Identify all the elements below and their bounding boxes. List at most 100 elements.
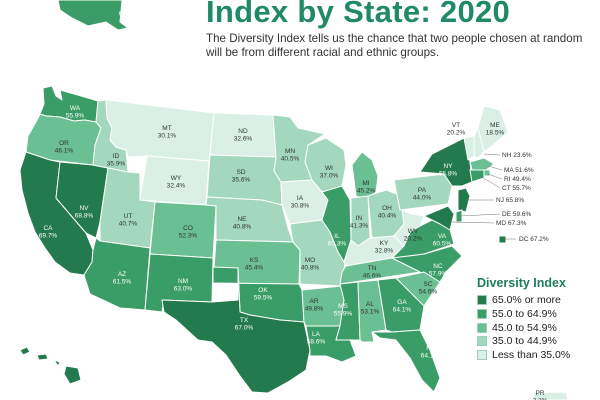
state-abbr: OK xyxy=(258,287,268,294)
state-value: 45.2% xyxy=(357,188,376,195)
state-abbr: UT xyxy=(124,213,133,220)
state-value: 45.4% xyxy=(245,265,264,272)
state-abbr: FL xyxy=(426,345,434,352)
state-abbr: IN xyxy=(356,215,363,222)
leader-line xyxy=(487,173,503,180)
legend-rows: 65.0% or more 55.0 to 64.9% 45.0 to 54.9% 3… xyxy=(477,294,592,361)
state-abbr: IL xyxy=(334,233,340,240)
state-value: 55.9% xyxy=(66,113,85,120)
state-abbr: MI xyxy=(362,180,369,187)
state-abbr: NM xyxy=(178,278,188,285)
state-abbr: AZ xyxy=(118,271,126,278)
legend-label: 45.0 to 54.9% xyxy=(492,321,557,334)
state-abbr: MT xyxy=(162,125,171,132)
state-ct xyxy=(469,169,485,183)
state-value: 40.8% xyxy=(301,265,320,272)
state-abbr: OR xyxy=(59,140,69,147)
state-value: 46.6% xyxy=(363,273,382,280)
state-shapes xyxy=(19,0,569,400)
state-abbr: WI xyxy=(325,165,333,172)
legend-item: Less than 35.0% xyxy=(477,349,592,362)
state-value: 64.1% xyxy=(393,307,412,314)
state-abbr: MN xyxy=(285,148,295,155)
state-abbr: LA xyxy=(312,331,321,338)
state-ma xyxy=(469,157,495,171)
state-value: 30.8% xyxy=(291,203,310,210)
state-value: 59.6% xyxy=(513,211,532,218)
state-value: 69.7% xyxy=(39,233,58,240)
state-value: 40.8% xyxy=(233,224,252,231)
state-abbr: NE xyxy=(237,216,247,223)
state-nh xyxy=(473,127,485,159)
state-abbr: WV xyxy=(408,228,419,235)
state-pr xyxy=(533,391,569,400)
state-abbr: OH xyxy=(382,205,392,212)
legend-label: 65.0% or more xyxy=(492,294,561,307)
page-title: Index by State: 2020 xyxy=(206,0,511,29)
state-label-de: DE 59.6% xyxy=(502,211,531,218)
leader-line xyxy=(451,221,495,224)
page-subtitle: The Diversity Index tells us the chance … xyxy=(206,32,583,59)
state-abbr: VA xyxy=(438,233,447,240)
state-value: 40.4% xyxy=(378,213,397,220)
state-value: 18.5% xyxy=(486,130,505,137)
state-label-ma: MA 51.6% xyxy=(504,167,534,174)
state-abbr: MD xyxy=(496,220,508,227)
state-co xyxy=(149,201,217,259)
state-value: 46.1% xyxy=(55,148,74,155)
state-value: 65.8% xyxy=(506,197,525,204)
state-value: 67.3% xyxy=(508,220,527,227)
state-abbr: CA xyxy=(43,225,53,232)
state-value: 32.6% xyxy=(234,136,253,143)
state-abbr: AR xyxy=(309,298,318,305)
state-abbr: ME xyxy=(490,122,500,129)
state-abbr: ID xyxy=(113,153,120,160)
state-value: 40.5% xyxy=(281,156,300,163)
state-label-ri: RI 49.4% xyxy=(504,176,531,183)
state-labels: AK62.8%WA55.9%OR46.1%CA69.7%NV68.8%ID35.… xyxy=(32,3,549,400)
state-abbr: NC xyxy=(433,263,443,270)
state-value: 30.1% xyxy=(158,133,177,140)
leader-line xyxy=(459,213,501,217)
state-abbr: WA xyxy=(70,105,81,112)
state-abbr: HI xyxy=(38,377,45,384)
state-fl xyxy=(371,329,441,393)
state-value: 20.2% xyxy=(447,130,466,137)
legend-swatch xyxy=(477,295,487,306)
state-value: 67.0% xyxy=(235,325,254,332)
state-abbr: IA xyxy=(297,195,304,202)
state-value: 41.3% xyxy=(350,223,369,230)
state-value: 53.1% xyxy=(361,309,380,316)
state-abbr: CO xyxy=(183,225,193,232)
state-label-md: MD 67.3% xyxy=(496,220,527,227)
legend-swatch xyxy=(477,308,487,319)
state-value: 64.1% xyxy=(421,353,440,360)
legend-item: 65.0% or more xyxy=(477,294,592,307)
state-tx xyxy=(161,267,311,394)
state-value: 20.2% xyxy=(404,236,423,243)
state-value: 54.6% xyxy=(419,289,438,296)
leader-line xyxy=(479,175,501,189)
state-nj xyxy=(457,187,471,213)
state-abbr: SC xyxy=(423,281,432,288)
state-abbr: ND xyxy=(238,128,248,135)
state-value: 40.7% xyxy=(119,221,138,228)
state-abbr: TX xyxy=(240,317,249,324)
state-md xyxy=(423,205,455,231)
state-label-ct: CT 55.7% xyxy=(502,185,531,192)
state-value: 35.9% xyxy=(107,161,126,168)
state-value: 32.4% xyxy=(167,183,186,190)
state-abbr: VT xyxy=(452,122,460,129)
state-value: 60.5% xyxy=(433,241,452,248)
legend-item: 55.0 to 64.9% xyxy=(477,308,592,321)
state-abbr: GA xyxy=(397,299,407,306)
state-value: 44.0% xyxy=(413,195,432,202)
state-abbr: MO xyxy=(305,257,315,264)
legend-title: Diversity Index xyxy=(477,276,566,290)
state-value: 51.6% xyxy=(515,167,534,174)
legend-swatch xyxy=(477,336,487,347)
state-value: 58.6% xyxy=(307,339,326,346)
state-abbr: AL xyxy=(366,301,374,308)
state-label-nj: NJ 65.8% xyxy=(496,197,524,204)
